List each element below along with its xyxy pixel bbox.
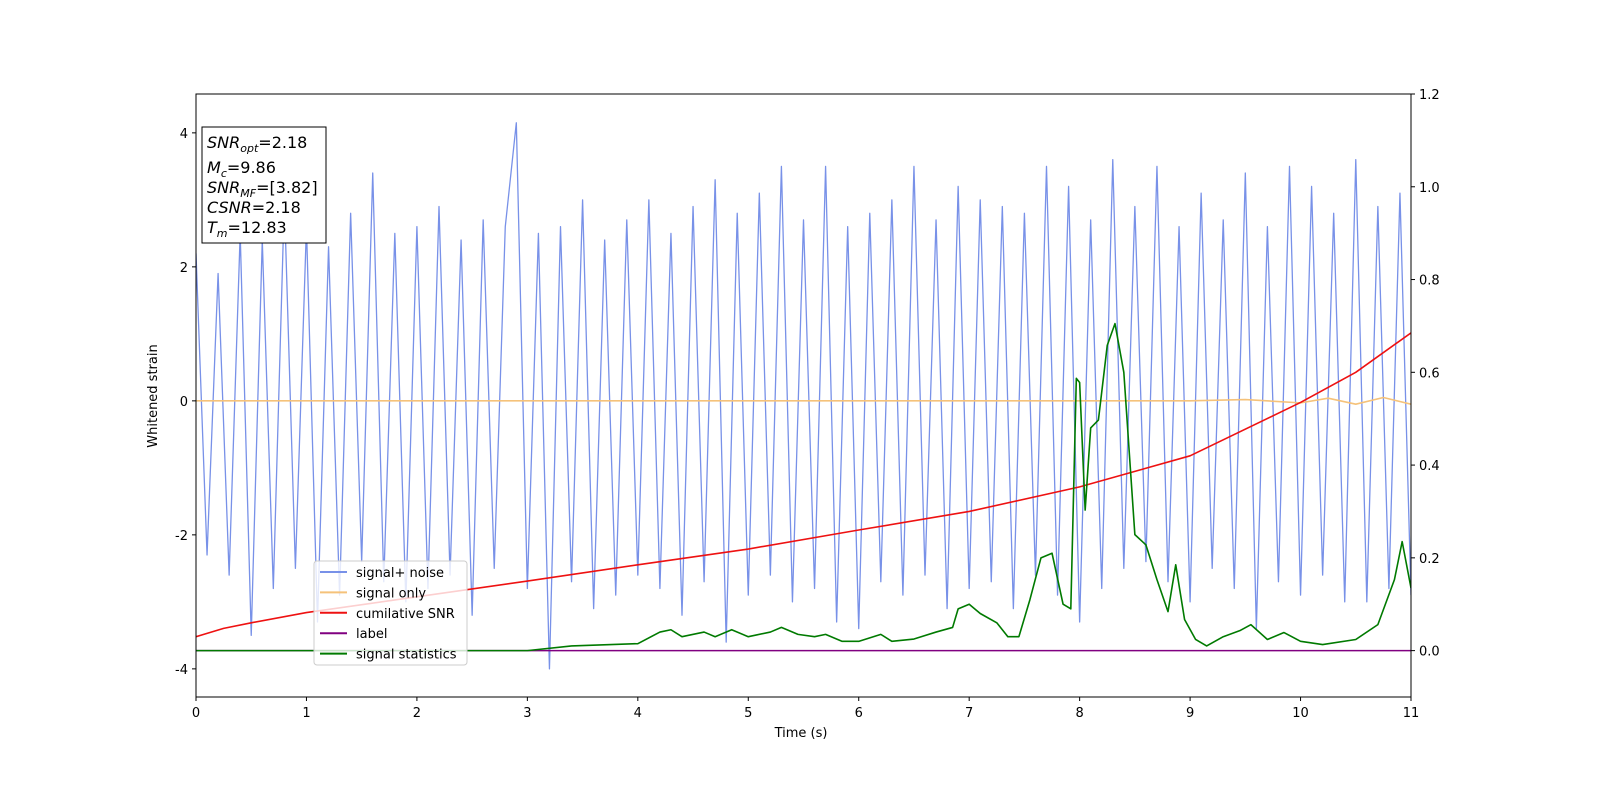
annotation-text: SNRMF=[3.82]	[207, 178, 318, 200]
x-tick-label: 10	[1292, 706, 1309, 721]
y-tick-label: 4	[180, 127, 188, 142]
annotation-text: Tm=12.83	[207, 218, 287, 240]
y2-tick-label: 0.0	[1419, 645, 1440, 660]
annotation-value: =12.83	[228, 218, 287, 237]
y2-tick-label: 0.4	[1419, 459, 1440, 474]
x-tick-label: 5	[744, 706, 752, 721]
y2-tick-label: 1.2	[1419, 88, 1440, 103]
annotation-text: CSNR=2.18	[207, 198, 301, 217]
x-tick-label: 3	[523, 706, 531, 721]
y2-tick-label: 0.2	[1419, 552, 1440, 567]
annotation-subscript: MF	[240, 187, 256, 200]
x-tick-label: 9	[1186, 706, 1194, 721]
annotation-text: Mc=9.86	[207, 158, 276, 180]
annotation-symbol: SNR	[207, 133, 240, 152]
x-tick-label: 11	[1403, 706, 1420, 721]
series-line	[196, 396, 1411, 406]
legend-label: signal statistics	[356, 648, 457, 663]
y-tick-label: 2	[180, 261, 188, 276]
x-tick-label: 0	[192, 706, 200, 721]
plot-frame	[195, 93, 1412, 698]
annotation-symbol: T	[207, 218, 218, 237]
annotation-subscript: opt	[240, 142, 259, 155]
annotation-text: SNRopt=2.18	[207, 133, 307, 155]
annotation-value: =9.86	[227, 158, 276, 177]
series-line	[196, 122, 1411, 670]
x-tick-label: 4	[634, 706, 642, 721]
y2-tick-label: 0.6	[1419, 366, 1440, 381]
x-tick-label: 8	[1075, 706, 1083, 721]
legend-label: signal+ noise	[356, 566, 444, 581]
annotation-subscript: m	[217, 227, 228, 240]
series-line	[196, 332, 1411, 638]
x-tick-label: 2	[413, 706, 421, 721]
series-line	[196, 322, 1411, 652]
annotation-value: =2.18	[258, 133, 307, 152]
y-tick-label: -2	[175, 529, 188, 544]
annotation-symbol: SNR	[207, 178, 240, 197]
annotation-symbol: M	[207, 158, 221, 177]
y-axis-label: Whitened strain	[146, 344, 161, 447]
x-tick-label: 6	[855, 706, 863, 721]
legend-label: label	[356, 627, 387, 642]
y2-tick-label: 1.0	[1419, 181, 1440, 196]
annotation-value: =[3.82]	[256, 178, 318, 197]
x-tick-label: 7	[965, 706, 973, 721]
y-tick-label: -4	[175, 663, 188, 678]
legend-label: signal only	[356, 586, 426, 601]
legend-label: cumilative SNR	[356, 607, 455, 622]
legend-box	[313, 560, 468, 666]
x-tick-label: 1	[302, 706, 310, 721]
annotation-value: =2.18	[252, 198, 301, 217]
annotation-box	[201, 126, 327, 244]
y2-tick-label: 0.8	[1419, 274, 1440, 289]
annotation-symbol: CSNR	[207, 198, 252, 217]
x-axis-label: Time (s)	[774, 726, 828, 741]
y-tick-label: 0	[180, 395, 188, 410]
annotation-subscript: c	[221, 167, 227, 180]
